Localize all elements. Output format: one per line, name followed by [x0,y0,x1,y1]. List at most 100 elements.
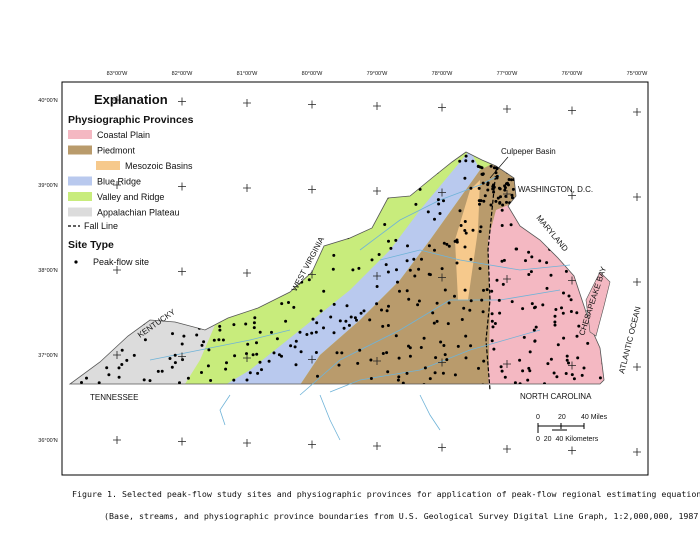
legend-swatch [68,130,92,139]
site-dot [244,322,248,326]
site-dot [442,241,446,245]
site-dot [562,291,565,295]
site-dot [447,301,451,305]
graticule-cross [373,187,381,195]
legend-label: Mesozoic Basins [125,161,193,171]
site-dot [498,201,502,204]
site-dot [289,344,293,348]
caption: (Base, streams, and physiographic provin… [104,511,700,521]
site-dot [180,342,184,346]
site-dot [464,231,468,235]
site-dot [580,373,584,377]
site-dot [575,334,579,338]
site-dot [397,375,401,379]
site-dot [427,244,431,248]
graticule-cross [373,357,381,365]
site-dot [477,186,481,190]
site-dot [345,304,349,308]
site-dot [477,199,481,203]
site-dot [505,200,508,204]
graticule-cross [438,358,446,367]
site-dot [85,376,88,380]
site-dot [200,371,203,374]
graticule-cross [503,360,511,368]
site-dot [120,363,124,366]
site-dot [478,202,481,206]
site-dot [509,223,513,227]
site-dot [575,311,579,315]
site-dot [501,203,505,207]
site-dot [351,268,355,272]
site-dot [463,220,467,223]
longitude-label: 83°00'W [107,71,128,77]
site-dot [529,270,533,274]
site-dot [120,348,124,352]
site-dot [314,351,318,354]
site-dot [455,261,459,265]
site-dot [560,306,563,310]
site-dot [436,198,440,202]
site-dot [499,195,502,199]
site-dot [478,267,482,270]
site-dot [543,382,546,384]
site-dot [405,371,409,375]
graticule-cross [633,278,641,286]
graticule-cross [243,354,251,362]
site-dot [142,378,146,382]
site-dot [492,190,496,194]
legend-label: Valley and Ridge [97,192,164,202]
site-dot [486,183,490,187]
site-dot [426,210,430,214]
site-dot [524,259,527,263]
site-dot [495,167,499,171]
site-dot [464,154,468,158]
site-dot [418,187,422,191]
site-dot [329,315,333,319]
site-dot [433,217,436,221]
site-dot [528,350,532,354]
site-dot [407,344,410,348]
site-dot [310,331,314,335]
graticule-cross [373,102,381,110]
site-dot [181,358,184,362]
leader-line [489,156,509,179]
site-dot [431,311,435,315]
site-dot [445,358,449,362]
site-dot [549,273,553,277]
site-dot [443,353,447,357]
site-dot [462,306,466,310]
longitude-label: 81°00'W [237,71,258,77]
site-dot [500,259,504,263]
site-dot [486,188,490,192]
graticule-cross [243,269,251,277]
site-dot [482,288,485,292]
site-dot [387,239,390,243]
site-dot [417,299,421,303]
site-dot [493,322,497,325]
site-dot [394,334,398,338]
graticule-cross [113,436,121,444]
site-dot [375,302,379,306]
graticule-cross [633,193,641,201]
site-dot [527,250,531,254]
site-dot [218,328,222,332]
site-dot [510,178,513,182]
site-dot [569,310,573,313]
graticule-cross [568,446,576,455]
site-dot [555,375,559,379]
site-dot [552,371,556,375]
site-dot [511,196,514,200]
site-dot [170,365,174,369]
site-dot [468,308,472,312]
site-dot [248,371,252,375]
latitude-label: 40°00'N [38,98,57,104]
site-dot [434,356,438,360]
site-dot [406,244,409,248]
site-dot [460,318,464,321]
site-dot [275,337,279,341]
site-dot [490,312,494,316]
site-dot [232,378,236,382]
caption: Figure 1. Selected peak-flow study sites… [72,489,700,499]
site-dot [294,363,298,367]
site-dot [256,371,260,375]
